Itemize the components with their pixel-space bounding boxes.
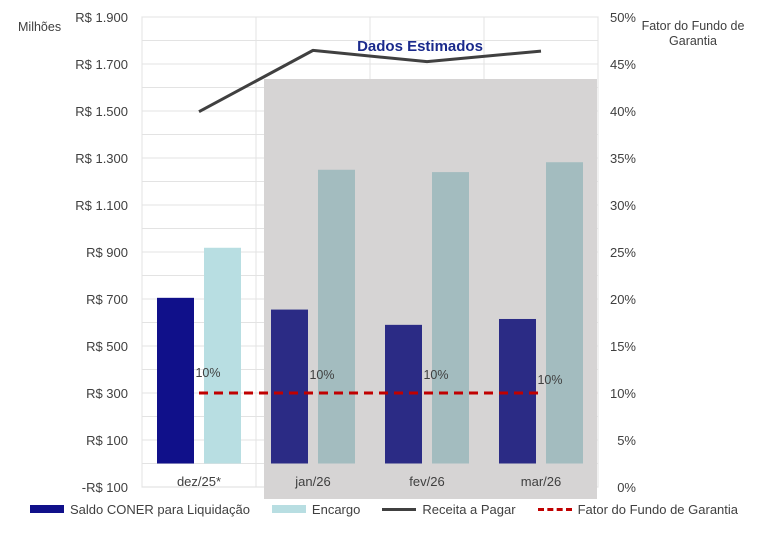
right-tick-label: 45% bbox=[610, 57, 636, 72]
right-axis-ticks: 50% 45% 40% 35% 30% 25% 20% 15% 10% 5% 0% bbox=[610, 10, 636, 495]
left-tick-label: R$ 1.500 bbox=[75, 104, 128, 119]
data-label: 10% bbox=[309, 368, 334, 382]
legend-swatch-receita bbox=[382, 507, 417, 511]
left-tick-label: R$ 500 bbox=[86, 339, 128, 354]
data-label: 10% bbox=[537, 373, 562, 387]
left-tick-label: R$ 1.900 bbox=[75, 10, 128, 25]
legend-swatch-saldo bbox=[29, 505, 64, 513]
legend-label-encargo: Encargo bbox=[311, 501, 361, 517]
left-tick-label: R$ 700 bbox=[86, 292, 128, 307]
left-tick-label: -R$ 100 bbox=[82, 480, 128, 495]
category-label: dez/25* bbox=[177, 474, 221, 489]
right-tick-label: 0% bbox=[617, 480, 636, 495]
legend-item-receita: Receita a Pagar bbox=[382, 501, 516, 517]
right-tick-label: 5% bbox=[617, 433, 636, 448]
data-label: 10% bbox=[195, 366, 220, 380]
right-tick-label: 25% bbox=[610, 245, 636, 260]
bar-saldo-0 bbox=[157, 297, 194, 464]
bar-encargo-1 bbox=[318, 169, 355, 464]
legend-item-fator: Fator do Fundo de Garantia bbox=[537, 501, 739, 517]
right-tick-label: 40% bbox=[610, 104, 636, 119]
legend-swatch-fator bbox=[537, 507, 572, 511]
left-tick-label: R$ 100 bbox=[86, 433, 128, 448]
line-receita bbox=[198, 48, 542, 114]
right-axis-title-line-2: Garantia bbox=[669, 34, 717, 48]
category-label: mar/26 bbox=[521, 474, 561, 489]
legend-item-saldo: Saldo CONER para Liquidação bbox=[29, 501, 250, 517]
data-label: 10% bbox=[423, 368, 448, 382]
left-axis-title: Milhões bbox=[18, 20, 61, 34]
legend-label-receita: Receita a Pagar bbox=[422, 501, 516, 517]
legend-item-encargo: Encargo bbox=[271, 501, 361, 517]
bar-encargo-3 bbox=[546, 162, 583, 464]
left-tick-label: R$ 1.700 bbox=[75, 57, 128, 72]
left-tick-label: R$ 900 bbox=[86, 245, 128, 260]
category-label: jan/26 bbox=[294, 474, 330, 489]
legend-swatch-encargo bbox=[271, 505, 306, 513]
category-labels: dez/25* jan/26 fev/26 mar/26 bbox=[177, 474, 561, 489]
legend-label-saldo: Saldo CONER para Liquidação bbox=[69, 501, 250, 517]
bar-encargo-2 bbox=[432, 172, 469, 464]
bar-encargo-0 bbox=[204, 247, 241, 464]
right-tick-label: 30% bbox=[610, 198, 636, 213]
data-labels: 10% 10% 10% 10% bbox=[195, 366, 562, 387]
right-tick-label: 20% bbox=[610, 292, 636, 307]
right-tick-label: 15% bbox=[610, 339, 636, 354]
legend: Saldo CONER para Liquidação Encargo Rece… bbox=[0, 498, 768, 520]
lines bbox=[198, 48, 542, 395]
right-tick-label: 35% bbox=[610, 151, 636, 166]
legend-label-fator: Fator do Fundo de Garantia bbox=[577, 501, 739, 517]
category-label: fev/26 bbox=[409, 474, 444, 489]
bar-saldo-1 bbox=[271, 309, 308, 464]
estimated-annotation: Dados Estimados bbox=[357, 38, 483, 55]
right-axis-title-line-1: Fator do Fundo de bbox=[642, 19, 745, 33]
right-tick-label: 10% bbox=[610, 386, 636, 401]
bar-saldo-3 bbox=[499, 318, 536, 464]
left-tick-label: R$ 1.300 bbox=[75, 151, 128, 166]
left-axis-ticks: R$ 1.900 R$ 1.700 R$ 1.500 R$ 1.300 R$ 1.100… bbox=[75, 10, 128, 495]
right-tick-label: 50% bbox=[610, 10, 636, 25]
left-tick-label: R$ 1.100 bbox=[75, 198, 128, 213]
left-tick-label: R$ 300 bbox=[86, 386, 128, 401]
